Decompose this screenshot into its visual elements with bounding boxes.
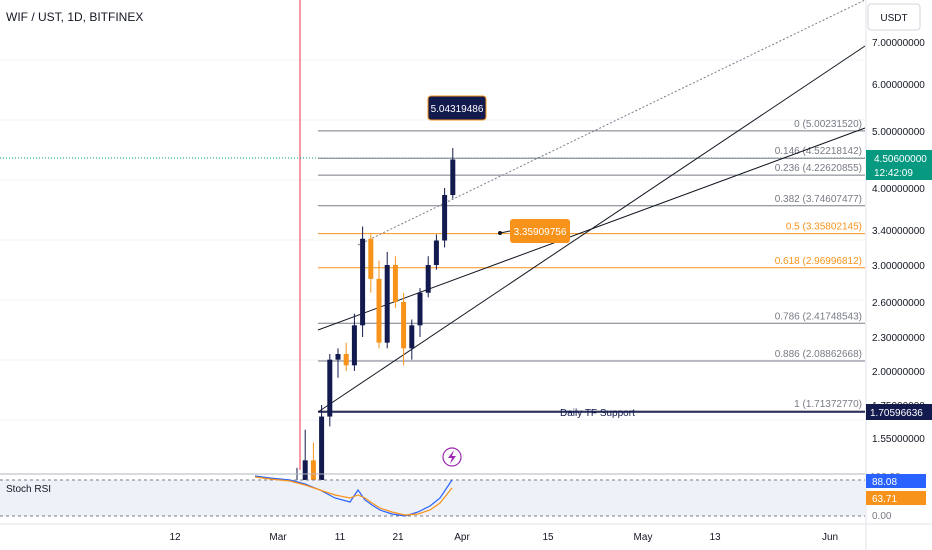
fib-level-label: 1 (1.71372770) (794, 399, 862, 410)
svg-text:0.00: 0.00 (872, 511, 892, 522)
indicator-name[interactable]: Stoch RSI (6, 484, 51, 495)
time-tick: Mar (269, 532, 287, 543)
price-tick: 5.00000000 (872, 127, 925, 138)
stoch-k-line (254, 475, 453, 517)
fib-level-label: 0.146 (4.52218142) (775, 146, 862, 157)
candlestick-series (294, 148, 456, 513)
candle-body (368, 238, 374, 279)
svg-text:88.08: 88.08 (872, 477, 897, 488)
candle-body (327, 359, 333, 417)
svg-text:USDT: USDT (880, 13, 907, 24)
currency-selector[interactable]: USDT (867, 3, 921, 31)
price-tick: 2.30000000 (872, 333, 925, 344)
time-ticks: 12 Mar 11 21 Apr 15 May 13 Jun (169, 532, 838, 543)
current-price-badge: 4.50600000 12:42:09 (866, 150, 932, 180)
fib-level-label: 0.786 (2.41748543) (775, 311, 862, 322)
svg-text:3.35909756: 3.35909756 (514, 227, 567, 238)
candle-body (442, 195, 448, 241)
svg-text:63.71: 63.71 (872, 494, 897, 505)
support-price-badge: 1.70596636 (866, 404, 932, 420)
price-tick: 7.00000000 (872, 38, 925, 49)
lightning-icon[interactable] (442, 447, 462, 467)
price-tick: 6.00000000 (872, 80, 925, 91)
svg-text:4.50600000: 4.50600000 (874, 154, 927, 165)
fib-level-label: 0.618 (2.96996812) (775, 256, 862, 267)
fib-retracement[interactable]: 0 (5.00231520) 0.146 (4.52218142) 0.236 (4… (318, 119, 865, 412)
candle-body (343, 354, 349, 366)
candle-body (335, 354, 341, 360)
svg-text:5.04319486: 5.04319486 (431, 104, 484, 115)
time-tick: 13 (709, 532, 721, 543)
fib-level-label: 0.5 (3.35802145) (786, 222, 862, 233)
time-tick: May (634, 532, 653, 543)
candle-body (376, 278, 382, 343)
support-text: Daily TF Support (560, 408, 635, 419)
candle-body (351, 325, 357, 366)
fib-level-label: 0.886 (2.08862668) (775, 349, 862, 360)
price-tick: 2.60000000 (872, 298, 925, 309)
fib-level-label: 0.382 (3.74607477) (775, 194, 862, 205)
time-tick: 11 (335, 532, 346, 543)
candle-body (450, 159, 456, 195)
time-tick: Apr (454, 532, 470, 543)
candle-body (409, 325, 415, 349)
fib-level-label: 0.236 (4.22620855) (775, 163, 862, 174)
candle-body (360, 238, 366, 326)
candle-body (417, 292, 423, 326)
time-tick: 21 (392, 532, 404, 543)
time-tick: Jun (822, 532, 838, 543)
stoch-rsi-pane (0, 473, 865, 517)
price-tick: 1.55000000 (872, 434, 925, 445)
candle-body (425, 265, 431, 293)
svg-text:1.70596636: 1.70596636 (870, 408, 923, 419)
symbol-title: WIF / UST, 1D, BITFINEX (6, 10, 144, 24)
candle-body (392, 265, 398, 302)
mid-callout: 3.35909756 (498, 219, 570, 243)
time-tick: 15 (542, 532, 554, 543)
svg-text:12:42:09: 12:42:09 (874, 168, 913, 179)
price-tick: 3.40000000 (872, 226, 925, 237)
stoch-d-line (254, 476, 453, 516)
fib-level-label: 0 (5.00231520) (794, 119, 862, 130)
price-tick: 2.00000000 (872, 367, 925, 378)
candle-body (319, 416, 325, 491)
price-axis[interactable] (865, 0, 932, 550)
candle-body (310, 460, 316, 491)
price-tick: 4.00000000 (872, 184, 925, 195)
time-tick: 12 (169, 532, 181, 543)
candle-body (433, 240, 439, 265)
price-tick: 3.00000000 (872, 261, 925, 272)
stoch-value-badges: 100.00 88.08 63.71 0.00 (866, 472, 926, 522)
candle-body (401, 302, 407, 349)
high-callout: 5.04319486 (427, 95, 487, 121)
candle-body (302, 460, 308, 483)
candle-body (384, 265, 390, 343)
